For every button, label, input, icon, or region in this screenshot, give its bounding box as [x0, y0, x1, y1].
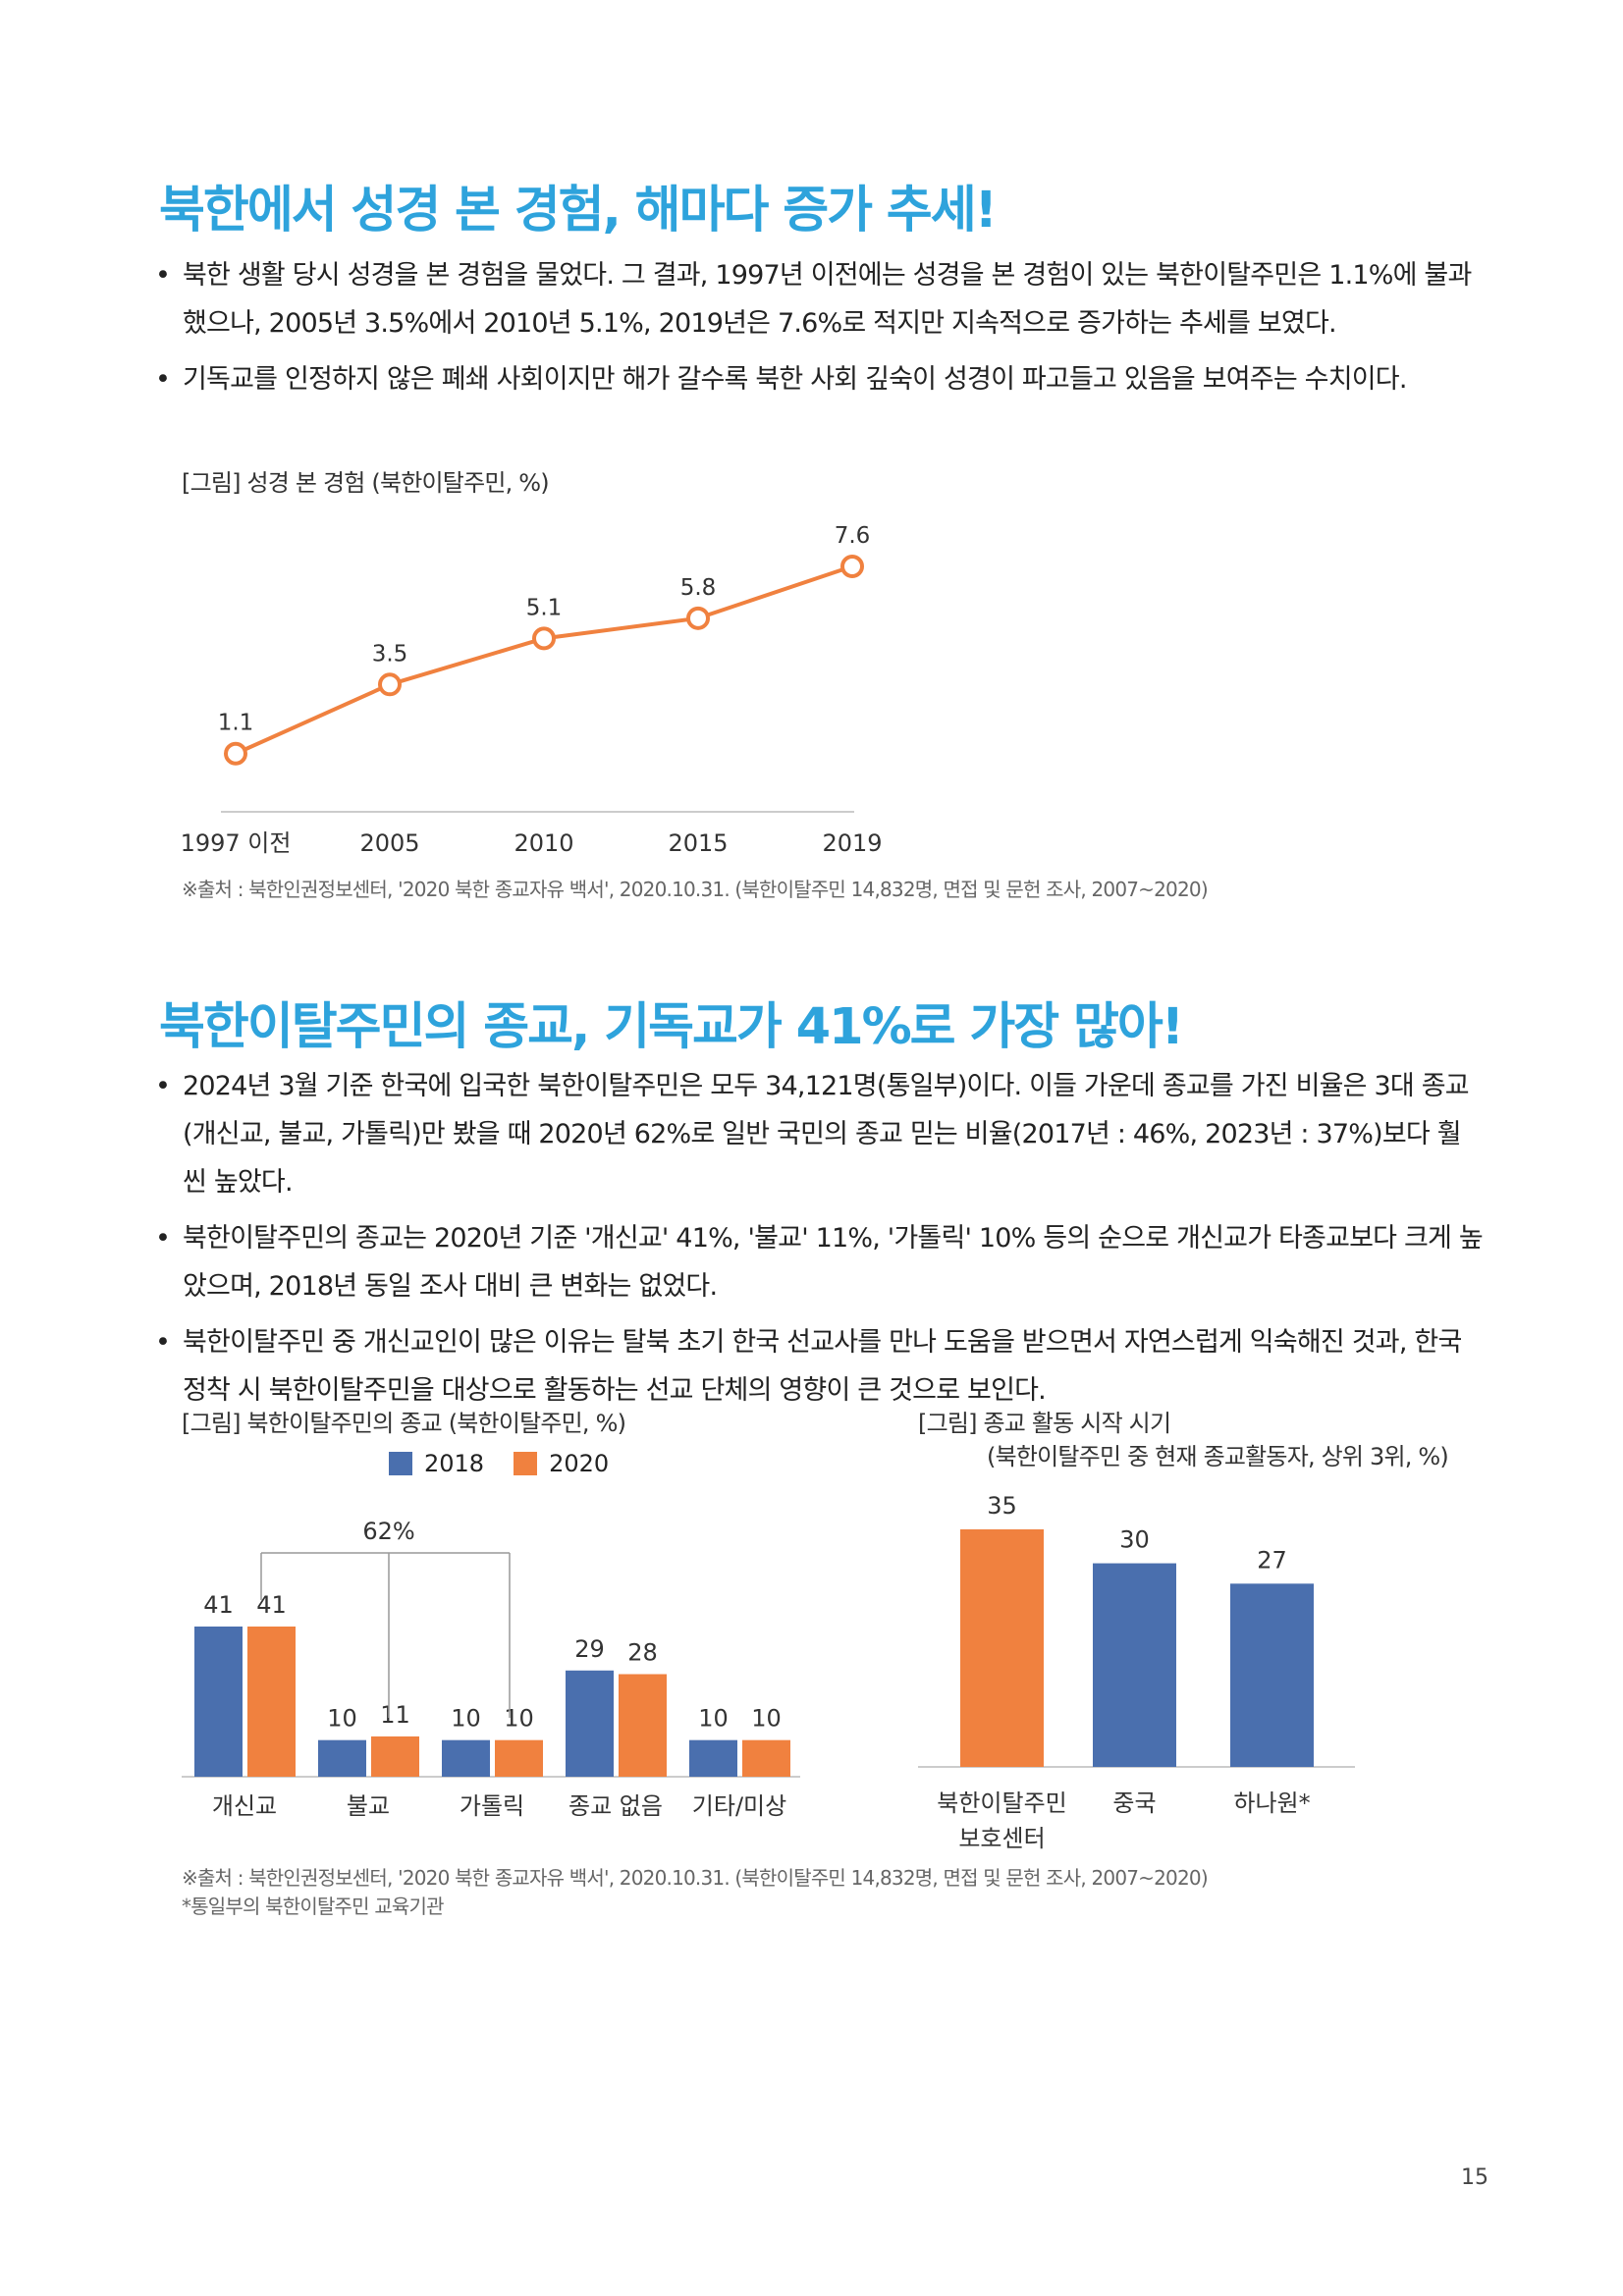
source-note: ※출처 : 북한인권정보센터, '2020 북한 종교자유 백서', 2020.…: [182, 1866, 1209, 1890]
bullet-item: 북한이탈주민 중 개신교인이 많은 이유는 탈북 초기 한국 선교사를 만나 도…: [147, 1318, 1483, 1415]
bullet-item: 기독교를 인정하지 않은 폐쇄 사회이지만 해가 갈수록 북한 사회 깊숙이 성…: [147, 355, 1483, 403]
legend-item: 2020: [514, 1450, 609, 1477]
bar: [495, 1739, 543, 1777]
bar: [742, 1739, 790, 1777]
bar-value-label: 29: [574, 1635, 605, 1663]
section1-bullets: 북한 생활 당시 성경을 본 경험을 물었다. 그 결과, 1997년 이전에는…: [147, 251, 1483, 411]
data-point: [224, 741, 247, 766]
legend-label: 2020: [549, 1450, 610, 1477]
data-point: [378, 672, 402, 697]
bullet-item: 북한이탈주민의 종교는 2020년 기준 '개신교' 41%, '불교' 11%…: [147, 1214, 1484, 1310]
section2-bullets: 2024년 3월 기준 한국에 입국한 북한이탈주민은 모두 34,121명(통…: [147, 1062, 1484, 1422]
x-tick-label: 종교 없음: [568, 1792, 663, 1820]
bar: [318, 1739, 366, 1777]
chart-legend: 2018 2020: [389, 1450, 626, 1477]
bar-value-label: 10: [451, 1705, 481, 1733]
bar: [194, 1627, 243, 1777]
data-point: [532, 626, 556, 651]
x-tick-label: 2010: [514, 829, 573, 857]
section2-title: 북한이탈주민의 종교, 기독교가 41%로 가장 많아!: [159, 998, 1184, 1056]
bar-value-label: 28: [627, 1639, 658, 1667]
legend-label: 2018: [424, 1450, 485, 1477]
x-tick-label: 가톨릭: [460, 1792, 524, 1820]
x-tick-label: 북한이탈주민: [937, 1789, 1066, 1817]
bar-value-label: 10: [698, 1705, 729, 1733]
page-number: 15: [1461, 2165, 1488, 2190]
bar: [566, 1670, 614, 1777]
x-tick-label: 보호센터: [958, 1825, 1045, 1852]
figure-caption: [그림] 성경 본 경험 (북한이탈주민, %): [182, 469, 550, 497]
bullet-item: 북한 생활 당시 성경을 본 경험을 물었다. 그 결과, 1997년 이전에는…: [147, 251, 1483, 347]
bar-value-label: 10: [751, 1705, 782, 1733]
bar-value-label: 35: [987, 1492, 1017, 1520]
data-label: 7.6: [835, 523, 871, 549]
bar-value-label: 11: [380, 1701, 410, 1729]
x-tick-label: 하나원*: [1233, 1789, 1310, 1817]
x-tick-label: 중국: [1112, 1789, 1156, 1817]
footnote: *통일부의 북한이탈주민 교육기관: [182, 1895, 445, 1918]
figure-caption-sub: (북한이탈주민 중 현재 종교활동자, 상위 3위, %): [987, 1443, 1449, 1470]
data-label: 5.1: [526, 595, 563, 620]
source-note: ※출처 : 북한인권정보센터, '2020 북한 종교자유 백서', 2020.…: [182, 878, 1209, 901]
bar: [689, 1739, 737, 1777]
legend-swatch: [514, 1452, 538, 1475]
bar-value-label: 30: [1119, 1526, 1150, 1554]
data-point: [840, 555, 864, 578]
x-tick-label: 1997 이전: [181, 829, 292, 857]
bar: [442, 1739, 490, 1777]
figure-caption: [그림] 종교 활동 시작 시기: [918, 1410, 1171, 1437]
x-tick-label: 2015: [668, 829, 728, 857]
bar-value-label: 10: [504, 1705, 534, 1733]
x-tick-label: 불교: [347, 1792, 390, 1820]
x-tick-label: 2019: [822, 829, 882, 857]
bar-value-label: 27: [1257, 1546, 1287, 1574]
bar: [960, 1529, 1044, 1767]
bar: [247, 1627, 296, 1777]
data-point: [686, 606, 710, 630]
annotation-label: 62%: [362, 1518, 414, 1545]
legend-swatch: [389, 1452, 412, 1475]
x-tick-label: 기타/미상: [692, 1792, 786, 1820]
bar: [1230, 1583, 1314, 1767]
bar: [619, 1674, 667, 1777]
section1-title: 북한에서 성경 본 경험, 해마다 증가 추세!: [159, 182, 998, 240]
data-label: 3.5: [372, 641, 408, 667]
figure-caption: [그림] 북한이탈주민의 종교 (북한이탈주민, %): [182, 1410, 626, 1437]
legend-item: 2018: [389, 1450, 484, 1477]
bar-value-label: 41: [203, 1591, 234, 1619]
line-chart: 1.1 1997 이전 3.5 2005 5.1 2010 5.8 2015 7.6 2019: [181, 523, 883, 857]
data-label: 5.8: [680, 575, 717, 601]
bar-value-label: 10: [327, 1705, 357, 1733]
x-tick-label: 2005: [359, 829, 419, 857]
x-tick-label: 개신교: [212, 1792, 277, 1820]
bar: [371, 1735, 419, 1777]
bullet-item: 2024년 3월 기준 한국에 입국한 북한이탈주민은 모두 34,121명(통…: [147, 1062, 1483, 1206]
data-label: 1.1: [218, 711, 254, 736]
bar: [1093, 1563, 1176, 1767]
